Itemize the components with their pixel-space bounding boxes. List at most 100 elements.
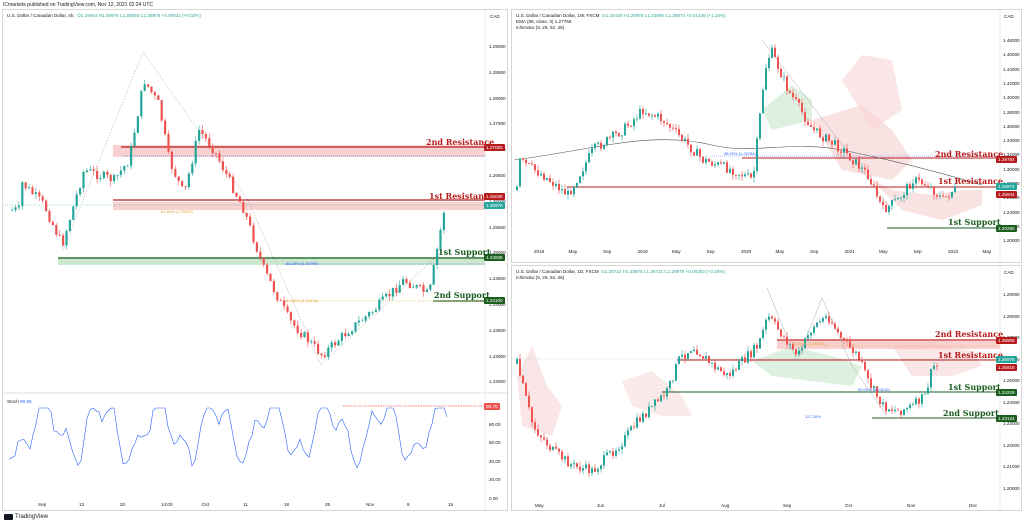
candle-body bbox=[594, 143, 596, 149]
candle-body bbox=[65, 231, 68, 246]
price-tick-label: 1.25000 bbox=[489, 250, 506, 256]
candle-body bbox=[915, 177, 917, 184]
chart-1d-panel[interactable]: U.S. Dollar / Canadian Dollar, 1D, FXCM … bbox=[511, 265, 1022, 511]
chart-1d-canvas[interactable] bbox=[512, 266, 1022, 511]
candle-body bbox=[588, 153, 590, 163]
candle-body bbox=[678, 128, 680, 136]
candle-body bbox=[609, 451, 611, 453]
candle-body bbox=[789, 343, 791, 345]
candle-body bbox=[579, 176, 581, 183]
candle-body bbox=[834, 323, 836, 329]
candle-body bbox=[705, 158, 707, 163]
candle-body bbox=[266, 264, 269, 274]
time-tick-label: Jul bbox=[659, 503, 665, 508]
candle-body bbox=[732, 168, 734, 175]
chart-1w-header: U.S. Dollar / Canadian Dollar, 1W, FXCM … bbox=[516, 13, 726, 19]
candle-body bbox=[211, 146, 214, 154]
candle-body bbox=[259, 251, 262, 258]
candle-body bbox=[89, 169, 92, 171]
price-tick-label: 1.29000 bbox=[1003, 292, 1020, 297]
candle-body bbox=[768, 57, 770, 69]
stoch-value-badge: 98.70 bbox=[484, 403, 500, 410]
candle-body bbox=[942, 195, 944, 197]
candle-body bbox=[933, 186, 935, 196]
candle-body bbox=[726, 162, 728, 173]
candle-body bbox=[432, 265, 435, 285]
candle-body bbox=[576, 463, 578, 467]
candle-body bbox=[831, 140, 833, 145]
candle-body bbox=[723, 371, 725, 376]
candle-body bbox=[534, 164, 536, 171]
candle-body bbox=[225, 170, 228, 174]
chart-1w-canvas[interactable] bbox=[512, 10, 1022, 263]
chart-1w-panel[interactable]: U.S. Dollar / Canadian Dollar, 1W, FXCM … bbox=[511, 9, 1022, 263]
time-tick-label: 14:00 bbox=[161, 502, 173, 507]
candle-body bbox=[439, 230, 442, 249]
candle-body bbox=[436, 248, 439, 266]
candle-body bbox=[552, 446, 554, 450]
candle-body bbox=[591, 468, 593, 473]
price-tick-label: 1.40000 bbox=[1003, 95, 1020, 101]
br-1st-support-label: 1st Support bbox=[948, 382, 1001, 392]
candle-body bbox=[198, 129, 201, 141]
candle-body bbox=[585, 464, 587, 469]
candle-body bbox=[591, 148, 593, 154]
br-fib-1272-label: 127.20% bbox=[805, 414, 821, 419]
candle-body bbox=[357, 320, 360, 323]
price-tick-label: 1.23000 bbox=[489, 353, 506, 359]
candle-body bbox=[867, 370, 869, 379]
candle-body bbox=[828, 134, 830, 141]
candle-body bbox=[819, 321, 821, 323]
r2-zone bbox=[113, 145, 485, 157]
candle-body bbox=[191, 163, 194, 174]
candle-body bbox=[579, 466, 581, 471]
candle-body bbox=[306, 332, 309, 343]
candle-body bbox=[549, 178, 551, 182]
tradingview-footer[interactable]: TradingView bbox=[4, 514, 48, 520]
candle-body bbox=[723, 162, 725, 164]
price-tick-label: 1.28000 bbox=[489, 95, 506, 101]
chart-4h-canvas[interactable] bbox=[3, 10, 508, 511]
candle-body bbox=[558, 183, 560, 191]
candle-body bbox=[395, 287, 398, 293]
candle-body bbox=[573, 463, 575, 465]
time-tick-label: May bbox=[982, 249, 992, 254]
candle-body bbox=[147, 84, 150, 87]
candle-body bbox=[924, 184, 926, 186]
candle-body bbox=[600, 465, 602, 470]
candle-body bbox=[777, 56, 779, 69]
price-tick-label: 80.00 bbox=[489, 422, 501, 427]
candle-body bbox=[588, 464, 590, 473]
time-tick-label: Oct bbox=[845, 503, 853, 508]
chart-4h-panel[interactable]: U.S. Dollar / Canadian Dollar, 4h, O1.25… bbox=[2, 9, 508, 511]
candle-body bbox=[675, 363, 677, 381]
tr-2nd-resistance-label: 2nd Resistance bbox=[935, 149, 1004, 159]
candle-body bbox=[576, 182, 578, 188]
candle-body bbox=[310, 341, 313, 343]
candle-body bbox=[621, 135, 623, 137]
candle-body bbox=[813, 326, 815, 333]
candle-body bbox=[825, 316, 827, 319]
time-tick-label: Sep bbox=[38, 502, 47, 507]
tr-fib-label: 38.20% (1.29784) bbox=[724, 151, 756, 156]
candle-body bbox=[630, 426, 632, 431]
time-tick-label: Sep bbox=[603, 249, 612, 254]
chart-1w-ichimoku: Ichimoku (9, 26, 52, 26) bbox=[516, 25, 565, 30]
candle-body bbox=[885, 205, 887, 213]
candle-body bbox=[861, 167, 863, 169]
candle-body bbox=[888, 409, 890, 412]
candle-body bbox=[116, 174, 119, 176]
br-cloud-left bbox=[517, 346, 562, 436]
candle-body bbox=[296, 325, 299, 333]
candle-body bbox=[187, 173, 190, 187]
candle-body bbox=[75, 194, 78, 207]
candle-body bbox=[519, 158, 521, 187]
candle-body bbox=[582, 171, 584, 177]
candle-body bbox=[528, 163, 530, 164]
candle-body bbox=[690, 144, 692, 153]
candle-body bbox=[930, 186, 932, 188]
candle-body bbox=[419, 285, 422, 286]
candle-body bbox=[600, 142, 602, 149]
candle-body bbox=[245, 212, 248, 217]
candle-body bbox=[714, 164, 716, 166]
